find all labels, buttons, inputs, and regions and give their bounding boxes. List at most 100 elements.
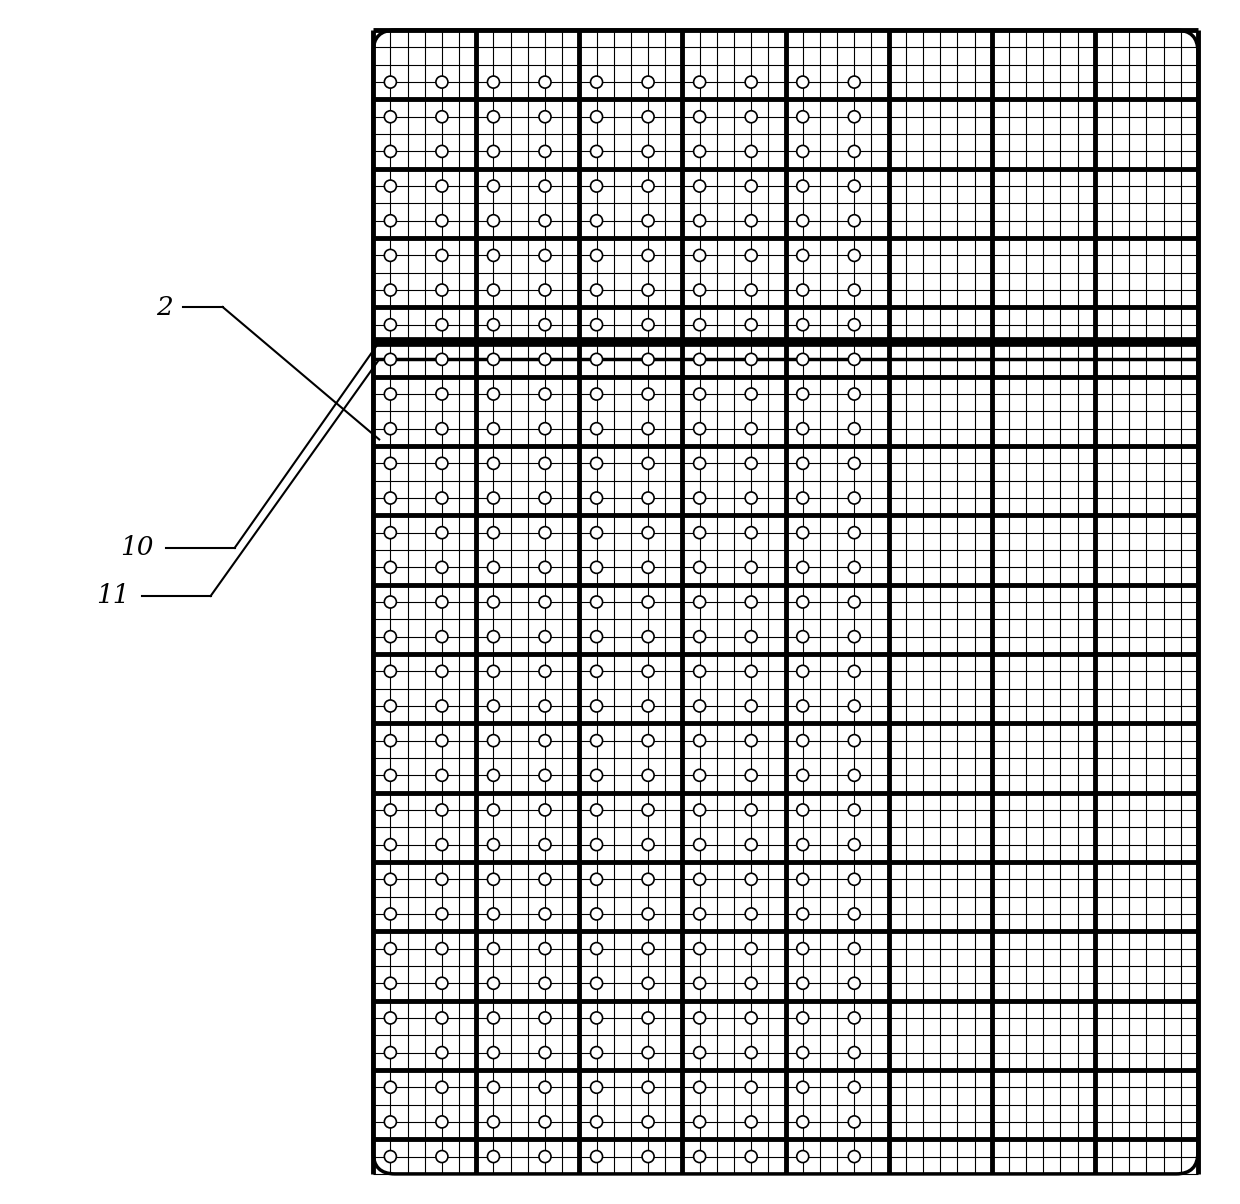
Circle shape	[848, 284, 861, 296]
Circle shape	[487, 181, 500, 193]
Circle shape	[487, 666, 500, 678]
Circle shape	[487, 908, 500, 920]
Circle shape	[642, 1046, 655, 1058]
Circle shape	[384, 734, 397, 746]
Circle shape	[745, 319, 758, 331]
Circle shape	[745, 458, 758, 470]
Circle shape	[642, 734, 655, 746]
Circle shape	[797, 181, 808, 193]
Circle shape	[642, 353, 655, 365]
Circle shape	[642, 666, 655, 678]
Circle shape	[848, 214, 861, 226]
Circle shape	[848, 769, 861, 781]
Circle shape	[539, 1011, 551, 1023]
Circle shape	[487, 873, 500, 885]
Circle shape	[436, 943, 448, 955]
Circle shape	[384, 908, 397, 920]
Circle shape	[848, 978, 861, 990]
Circle shape	[848, 596, 861, 608]
Circle shape	[745, 388, 758, 400]
Circle shape	[797, 1081, 808, 1093]
Circle shape	[590, 943, 603, 955]
Circle shape	[693, 596, 706, 608]
Circle shape	[693, 492, 706, 504]
Circle shape	[797, 700, 808, 712]
Circle shape	[745, 561, 758, 573]
Circle shape	[642, 1081, 655, 1093]
Circle shape	[590, 76, 603, 88]
Circle shape	[436, 492, 448, 504]
Circle shape	[487, 1116, 500, 1128]
Circle shape	[693, 666, 706, 678]
Circle shape	[848, 1046, 861, 1058]
Circle shape	[797, 1046, 808, 1058]
Circle shape	[848, 492, 861, 504]
Circle shape	[384, 631, 397, 643]
Circle shape	[436, 596, 448, 608]
Circle shape	[797, 839, 808, 851]
Circle shape	[693, 111, 706, 123]
Circle shape	[384, 700, 397, 712]
Circle shape	[539, 596, 551, 608]
Circle shape	[436, 146, 448, 158]
Circle shape	[590, 839, 603, 851]
Circle shape	[384, 561, 397, 573]
Circle shape	[539, 181, 551, 193]
Circle shape	[642, 319, 655, 331]
Circle shape	[693, 804, 706, 816]
Circle shape	[642, 492, 655, 504]
Circle shape	[745, 1116, 758, 1128]
Circle shape	[797, 943, 808, 955]
Circle shape	[745, 423, 758, 435]
Circle shape	[590, 1046, 603, 1058]
Circle shape	[436, 978, 448, 990]
Circle shape	[848, 249, 861, 261]
Circle shape	[487, 943, 500, 955]
Circle shape	[642, 631, 655, 643]
Circle shape	[384, 492, 397, 504]
Circle shape	[539, 353, 551, 365]
Circle shape	[797, 908, 808, 920]
Circle shape	[384, 146, 397, 158]
Circle shape	[384, 76, 397, 88]
Circle shape	[539, 700, 551, 712]
Circle shape	[384, 596, 397, 608]
Circle shape	[693, 734, 706, 746]
Circle shape	[487, 111, 500, 123]
Circle shape	[745, 804, 758, 816]
Circle shape	[436, 734, 448, 746]
Circle shape	[384, 1081, 397, 1093]
Circle shape	[797, 804, 808, 816]
Circle shape	[539, 1151, 551, 1163]
Circle shape	[436, 873, 448, 885]
Circle shape	[848, 319, 861, 331]
Circle shape	[693, 458, 706, 470]
Circle shape	[797, 76, 808, 88]
Circle shape	[436, 1116, 448, 1128]
Circle shape	[384, 423, 397, 435]
Circle shape	[590, 804, 603, 816]
Circle shape	[642, 76, 655, 88]
Circle shape	[797, 353, 808, 365]
Circle shape	[848, 908, 861, 920]
Circle shape	[539, 908, 551, 920]
Circle shape	[487, 146, 500, 158]
Circle shape	[590, 492, 603, 504]
Circle shape	[745, 249, 758, 261]
Circle shape	[848, 734, 861, 746]
Circle shape	[848, 804, 861, 816]
Circle shape	[539, 943, 551, 955]
Circle shape	[384, 839, 397, 851]
Circle shape	[642, 111, 655, 123]
Circle shape	[642, 943, 655, 955]
Circle shape	[436, 111, 448, 123]
Circle shape	[797, 873, 808, 885]
Circle shape	[642, 1151, 655, 1163]
Circle shape	[384, 873, 397, 885]
Circle shape	[384, 1116, 397, 1128]
Circle shape	[436, 1046, 448, 1058]
Circle shape	[590, 978, 603, 990]
Circle shape	[436, 181, 448, 193]
Circle shape	[487, 423, 500, 435]
Circle shape	[539, 666, 551, 678]
